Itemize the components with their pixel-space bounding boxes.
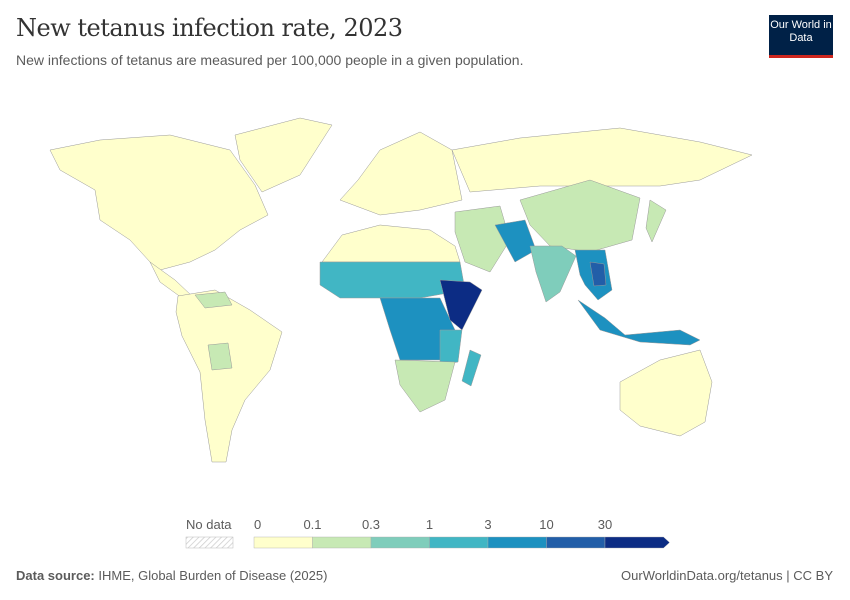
country-east-africa[interactable] bbox=[439, 329, 463, 366]
legend-bin-2[interactable] bbox=[370, 536, 430, 549]
country-north-america[interactable] bbox=[49, 134, 269, 271]
source-label: Data source: bbox=[16, 568, 95, 583]
country-horn-of-africa[interactable] bbox=[439, 279, 483, 331]
country-australia[interactable] bbox=[619, 349, 713, 437]
legend-tick-label: 0.1 bbox=[303, 517, 321, 532]
legend-bin-3[interactable] bbox=[429, 536, 489, 549]
owid-logo[interactable]: Our World in Data bbox=[769, 15, 833, 58]
country-china[interactable] bbox=[519, 179, 641, 253]
country-south-america[interactable] bbox=[175, 289, 283, 463]
license: CC BY bbox=[793, 568, 833, 583]
legend-bin-6[interactable] bbox=[604, 536, 670, 549]
legend-tick-label: 3 bbox=[484, 517, 491, 532]
country-russia[interactable] bbox=[451, 127, 753, 193]
country-japan[interactable] bbox=[645, 199, 667, 243]
footer-link: OurWorldinData.org/tetanus | CC BY bbox=[621, 568, 833, 583]
legend: No data 0 0.1 0.3 1 3 10 30 bbox=[185, 517, 670, 549]
legend-bin-4[interactable] bbox=[487, 536, 547, 549]
legend-tick-label: 30 bbox=[598, 517, 612, 532]
legend-no-data-swatch bbox=[185, 536, 234, 549]
legend-tick-label: 0.3 bbox=[362, 517, 380, 532]
legend-tick-label: 10 bbox=[539, 517, 553, 532]
legend-no-data-label: No data bbox=[186, 517, 232, 532]
data-source: Data source: IHME, Global Burden of Dise… bbox=[16, 568, 327, 583]
legend-bin-5[interactable] bbox=[546, 536, 606, 549]
legend-bin-1[interactable] bbox=[312, 536, 372, 549]
source-text: IHME, Global Burden of Disease (2025) bbox=[98, 568, 328, 583]
country-north-africa[interactable] bbox=[321, 224, 461, 263]
chart-title: New tetanus infection rate, 2023 bbox=[16, 14, 403, 42]
legend-tick-label: 0 bbox=[254, 517, 261, 532]
chart-subtitle: New infections of tetanus are measured p… bbox=[16, 52, 524, 68]
country-madagascar[interactable] bbox=[461, 349, 482, 387]
country-central-america[interactable] bbox=[149, 261, 193, 299]
country-greenland[interactable] bbox=[234, 117, 333, 193]
country-europe[interactable] bbox=[339, 131, 463, 216]
country-bolivia[interactable] bbox=[207, 342, 233, 371]
country-middle-east[interactable] bbox=[454, 205, 511, 273]
country-india[interactable] bbox=[529, 245, 577, 303]
owid-link[interactable]: OurWorldinData.org/tetanus bbox=[621, 568, 783, 583]
country-venezuela[interactable] bbox=[194, 291, 233, 309]
country-cambodia-laos[interactable] bbox=[589, 261, 607, 287]
legend-bin-0[interactable] bbox=[253, 536, 313, 549]
country-indonesia[interactable] bbox=[577, 299, 701, 346]
country-southern-africa[interactable] bbox=[394, 359, 456, 413]
legend-tick-label: 1 bbox=[426, 517, 433, 532]
